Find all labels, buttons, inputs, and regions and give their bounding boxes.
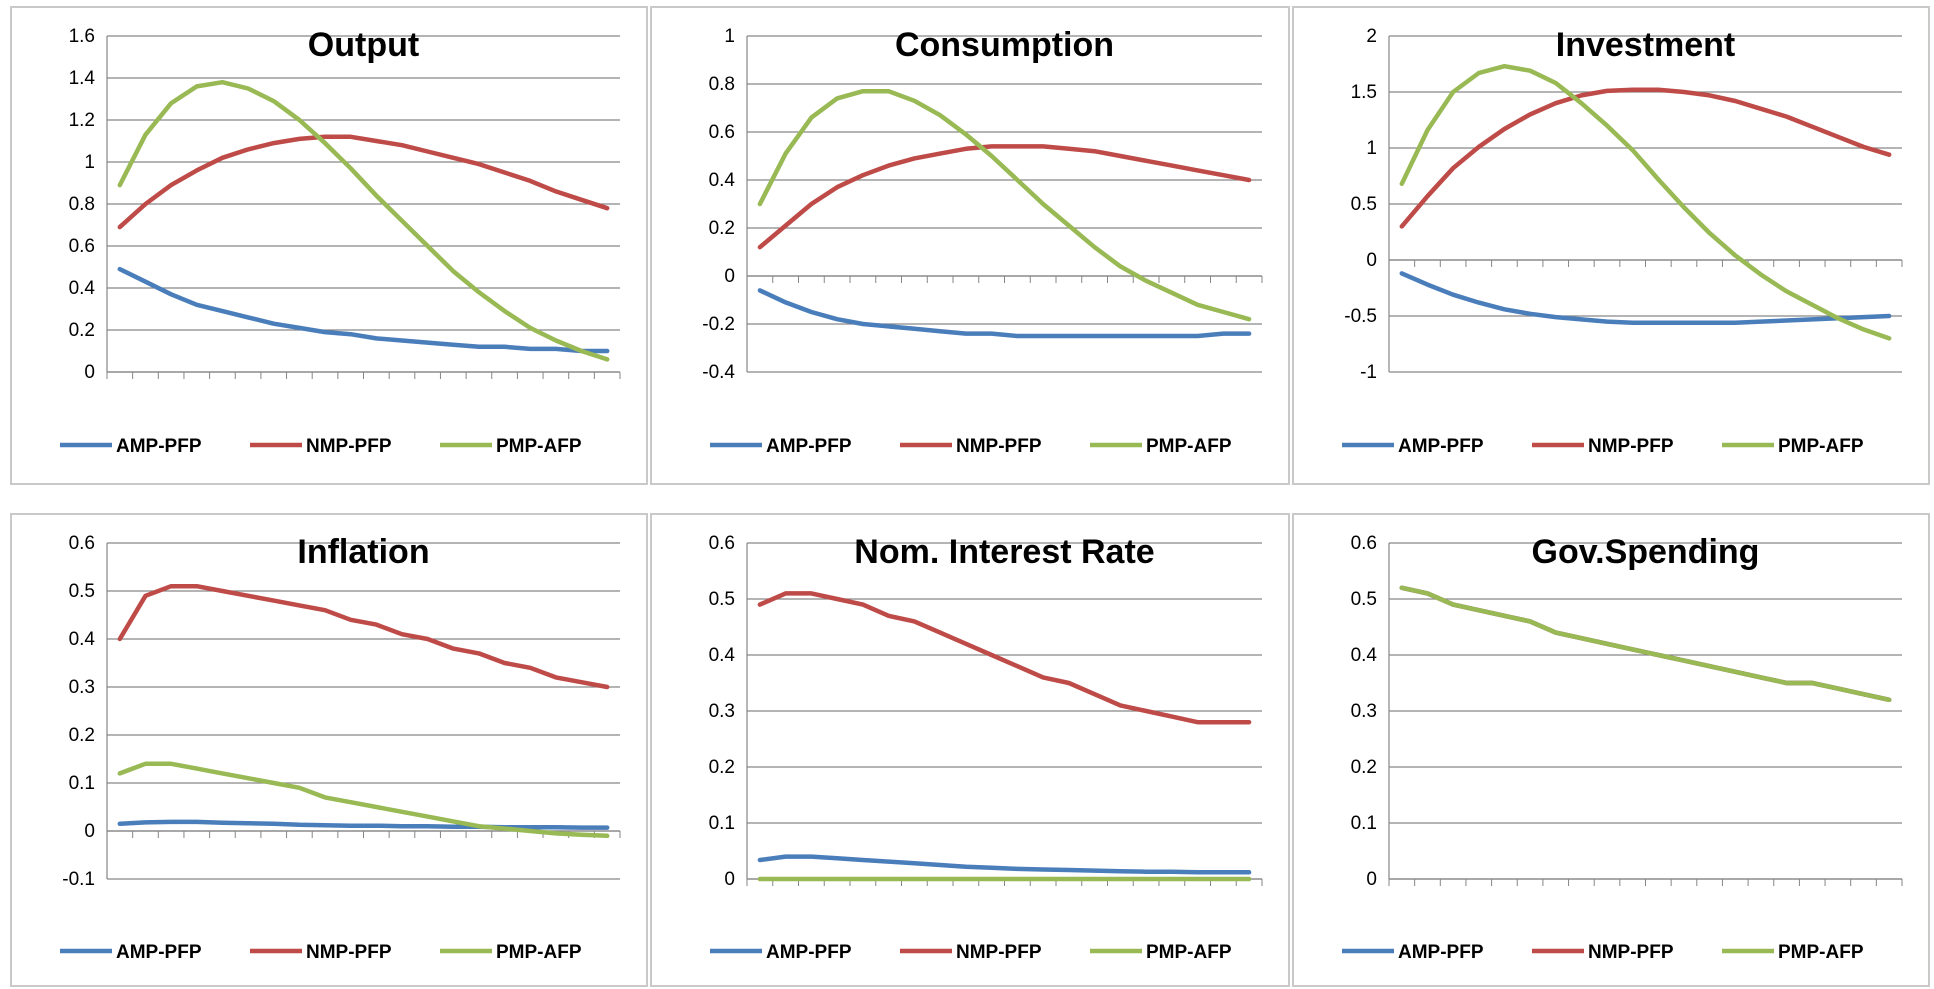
y-tick-label: 2 [1366,26,1377,47]
legend-label-amp-pfp: AMP-PFP [116,436,202,457]
chart-title: Gov.Spending [1532,533,1760,571]
series-line-amp-pfp [757,288,1252,339]
y-tick-label: 0.3 [1351,701,1377,722]
series-line-pmp-afp [117,761,610,839]
series-line-pmp-afp [117,79,610,362]
y-tick-label: 0.1 [1351,813,1377,834]
y-tick-label: 0.5 [69,581,95,602]
y-tick-label: 0.4 [709,645,736,666]
y-tick-label: 1.2 [69,110,95,131]
y-tick-label: 0 [84,821,95,842]
y-tick-label: 0.3 [69,677,95,698]
y-tick-label: 1 [84,152,95,173]
y-tick-label: 0.1 [709,813,735,834]
y-tick-label: 0.5 [1351,589,1377,610]
y-tick-label: -0.1 [62,869,95,890]
series-line-pmp-afp [1399,63,1892,341]
y-tick-label: 0.2 [709,218,735,239]
y-tick-label: 0.5 [1351,194,1377,215]
series-line-nmp-pfp [117,134,610,230]
chart-title: Nom. Interest Rate [854,533,1154,571]
y-tick-label: 0.2 [69,320,95,341]
legend-label-pmp-afp: PMP-AFP [1146,942,1232,963]
series-line-nmp-pfp [757,144,1252,250]
y-tick-label: 0.6 [69,236,95,257]
y-tick-label: 0.4 [1351,645,1378,666]
panel-consumption: -0.4 -0.2 0 0.2 0.4 0.6 0.8 1 Consumption AMP-PFP… [650,6,1290,485]
y-tick-label: -0.4 [702,362,735,383]
y-tick-label: 0.4 [69,629,96,650]
y-tick-label: 0.1 [69,773,95,794]
y-tick-label: 1.5 [1351,82,1377,103]
legend-label-nmp-pfp: NMP-PFP [1588,942,1674,963]
chart-nom-interest-rate: 0 0.1 0.2 0.3 0.4 0.5 0.6 Nom. Interest Rate AMP… [709,533,1263,963]
y-tick-label: 0.4 [69,278,96,299]
legend-label-amp-pfp: AMP-PFP [766,436,852,457]
legend-label-pmp-afp: PMP-AFP [1778,942,1864,963]
legend-label-nmp-pfp: NMP-PFP [306,436,392,457]
y-tick-label: 0.2 [1351,757,1377,778]
panel-investment: -1 -0.5 0 0.5 1 1.5 2 Investment AMP-PFP NMP-PFP P… [1292,6,1930,485]
y-tick-label: 0.5 [709,589,735,610]
y-tick-label: -1 [1360,362,1377,383]
y-tick-label: 0.4 [709,170,736,191]
legend-label-nmp-pfp: NMP-PFP [956,942,1042,963]
y-tick-label: 0.3 [709,701,735,722]
y-tick-label: 0 [1366,869,1377,890]
y-tick-label: 0 [724,869,735,890]
y-tick-label: 1.4 [69,68,96,89]
chart-consumption: -0.4 -0.2 0 0.2 0.4 0.6 0.8 1 Consumption AMP-PFP… [702,26,1263,457]
y-tick-label: -0.5 [1344,306,1377,327]
series-line-nmp-pfp [1399,87,1892,229]
series-line-amp-pfp [117,819,610,830]
panel-output: 0 0.2 0.4 0.6 0.8 1 1.2 1.4 1.6 Output AMP-PFP NMP-… [10,6,648,485]
y-tick-label: 0 [1366,250,1377,271]
y-tick-label: 0.6 [709,122,735,143]
y-tick-label: 0.8 [69,194,95,215]
series-line-nmp-pfp [757,591,1252,725]
chart-inflation: -0.1 0 0.1 0.2 0.3 0.4 0.5 0.6 Inflation AMP-PFP N… [60,533,621,963]
legend-label-amp-pfp: AMP-PFP [116,942,202,963]
series-line-nmp-pfp [117,583,610,690]
series-line-amp-pfp [1399,271,1892,325]
y-tick-label: 1 [724,26,735,47]
chart-gov-spending: 0 0.1 0.2 0.3 0.4 0.5 0.6 Gov.Spending AMP-PFP NM… [1342,533,1903,963]
y-tick-label: 1.6 [69,26,95,47]
y-tick-label: 0 [724,266,735,287]
panel-gov-spending: 0 0.1 0.2 0.3 0.4 0.5 0.6 Gov.Spending AMP-PFP NM… [1292,513,1930,987]
series-line-pmp-afp [1399,585,1892,703]
legend-label-nmp-pfp: NMP-PFP [956,436,1042,457]
legend-label-nmp-pfp: NMP-PFP [1588,436,1674,457]
chart-investment: -1 -0.5 0 0.5 1 1.5 2 Investment AMP-PFP NMP-PFP P… [1342,26,1903,457]
y-tick-label: -0.2 [702,314,735,335]
series-line-pmp-afp [757,88,1252,322]
legend-label-pmp-afp: PMP-AFP [1778,436,1864,457]
chart-title: Inflation [297,533,429,571]
series-line-amp-pfp [117,266,610,354]
y-tick-label: 0.6 [1351,533,1377,554]
chart-output: 0 0.2 0.4 0.6 0.8 1 1.2 1.4 1.6 Output AMP-PFP NMP-… [60,26,621,457]
legend-label-amp-pfp: AMP-PFP [766,942,852,963]
legend-label-pmp-afp: PMP-AFP [496,436,582,457]
legend-label-pmp-afp: PMP-AFP [496,942,582,963]
panel-nom-interest-rate: 0 0.1 0.2 0.3 0.4 0.5 0.6 Nom. Interest Rate AMP… [650,513,1290,987]
chart-title: Consumption [895,26,1114,64]
y-tick-label: 0.6 [709,533,735,554]
y-tick-label: 1 [1366,138,1377,159]
y-tick-label: 0.6 [69,533,95,554]
y-tick-label: 0 [84,362,95,383]
legend-label-pmp-afp: PMP-AFP [1146,436,1232,457]
legend-label-amp-pfp: AMP-PFP [1398,436,1484,457]
chart-title: Output [308,26,419,64]
legend-label-nmp-pfp: NMP-PFP [306,942,392,963]
chart-title: Investment [1556,26,1736,64]
series-line-amp-pfp [757,854,1252,875]
legend-label-amp-pfp: AMP-PFP [1398,942,1484,963]
y-tick-label: 0.8 [709,74,735,95]
y-tick-label: 0.2 [709,757,735,778]
panel-inflation: -0.1 0 0.1 0.2 0.3 0.4 0.5 0.6 Inflation AMP-PFP N… [10,513,648,987]
y-tick-label: 0.2 [69,725,95,746]
